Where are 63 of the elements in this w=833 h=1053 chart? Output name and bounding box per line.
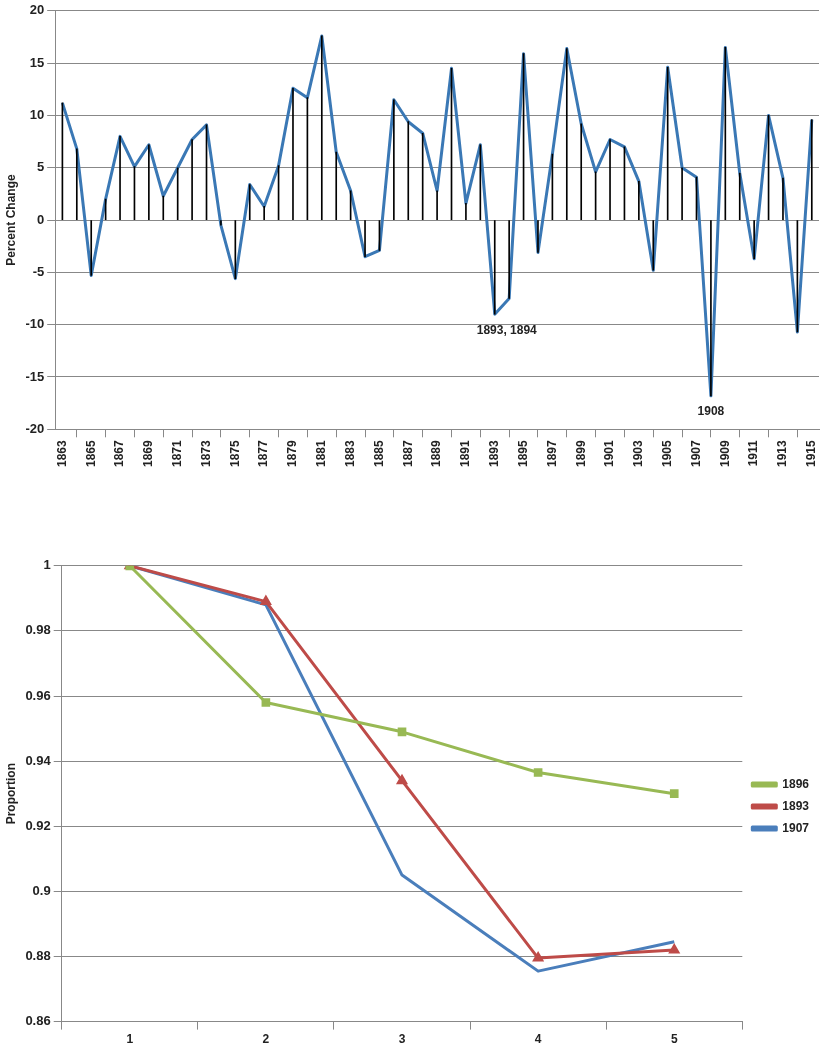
x-tick-label: 1903: [631, 439, 646, 468]
point: [397, 727, 407, 737]
point: [533, 952, 544, 962]
x-tick-label: 1913: [775, 439, 790, 468]
x-tick-label: 1883: [342, 439, 357, 468]
y-axis-title: Percent Change: [3, 174, 18, 266]
x-tick-label: 1875: [227, 439, 242, 468]
y-tick-label: 0.88: [25, 948, 51, 964]
x-tick-label: 1911: [746, 439, 761, 467]
y-tick-label: 0.92: [25, 817, 51, 833]
x-tick-label: 1867: [112, 439, 127, 468]
x-tick-label: 1885: [371, 439, 386, 468]
y-tick-label: 0.96: [25, 687, 51, 703]
y-tick-label: 20: [29, 2, 45, 18]
point: [533, 768, 543, 777]
y-tick-label: -10: [25, 316, 45, 332]
y-tick-label: 15: [29, 54, 45, 70]
x-tick-label: 1909: [717, 439, 732, 468]
x-tick-label: 1915: [804, 439, 819, 468]
x-tick-label: 1871: [170, 439, 184, 468]
y-tick-label: 1: [43, 557, 51, 573]
x-tick-label: 1889: [429, 439, 444, 468]
x-tick-label: 1877: [256, 439, 271, 468]
y-tick-label: -20: [25, 420, 45, 436]
x-tick-label: 1907: [688, 439, 703, 468]
x-tick-label: 5: [670, 1032, 678, 1047]
y-tick-label: 0.86: [25, 1013, 51, 1029]
y-axis-title: Proportion: [3, 763, 18, 825]
x-tick-label: 3: [398, 1032, 406, 1047]
x-tick-label: 1895: [515, 439, 530, 468]
x-tick-label: 1863: [54, 439, 69, 468]
y-tick-label: -5: [32, 263, 45, 279]
x-tick-label: 2: [262, 1032, 270, 1047]
x-tick-label: 1891: [458, 439, 473, 468]
y-tick-label: 0: [36, 211, 45, 227]
x-tick-label: 1881: [314, 439, 329, 468]
y-tick-label: 0.94: [25, 752, 52, 768]
point: [669, 944, 680, 954]
x-tick-label: 1899: [573, 439, 588, 468]
y-tick-label: 10: [29, 107, 45, 122]
y-tick-label: -15: [25, 368, 45, 384]
point: [261, 698, 271, 707]
y-tick-label: 0.9: [32, 882, 51, 898]
x-tick-label: 1905: [659, 439, 674, 468]
legend-label: 1907: [782, 820, 810, 835]
x-tick-label: 1897: [544, 439, 559, 468]
x-tick-label: 1: [126, 1032, 134, 1047]
x-tick-label: 1869: [141, 439, 156, 468]
x-tick-label: 1901: [602, 439, 617, 468]
x-tick-label: 1887: [400, 439, 415, 468]
x-tick-label: 4: [534, 1032, 542, 1047]
x-tick-label: 1893: [487, 439, 502, 468]
legend-label: 1896: [782, 776, 810, 791]
annotation: 1893, 1894: [476, 322, 538, 337]
y-tick-label: 5: [36, 159, 45, 175]
x-tick-label: 1865: [83, 439, 98, 468]
legend-label: 1893: [782, 798, 810, 813]
y-tick-label: 0.98: [25, 622, 51, 638]
point: [397, 775, 407, 785]
annotation: 1908: [697, 404, 725, 419]
point: [669, 789, 679, 799]
x-tick-label: 1879: [285, 439, 300, 468]
x-tick-label: 1873: [198, 439, 213, 468]
